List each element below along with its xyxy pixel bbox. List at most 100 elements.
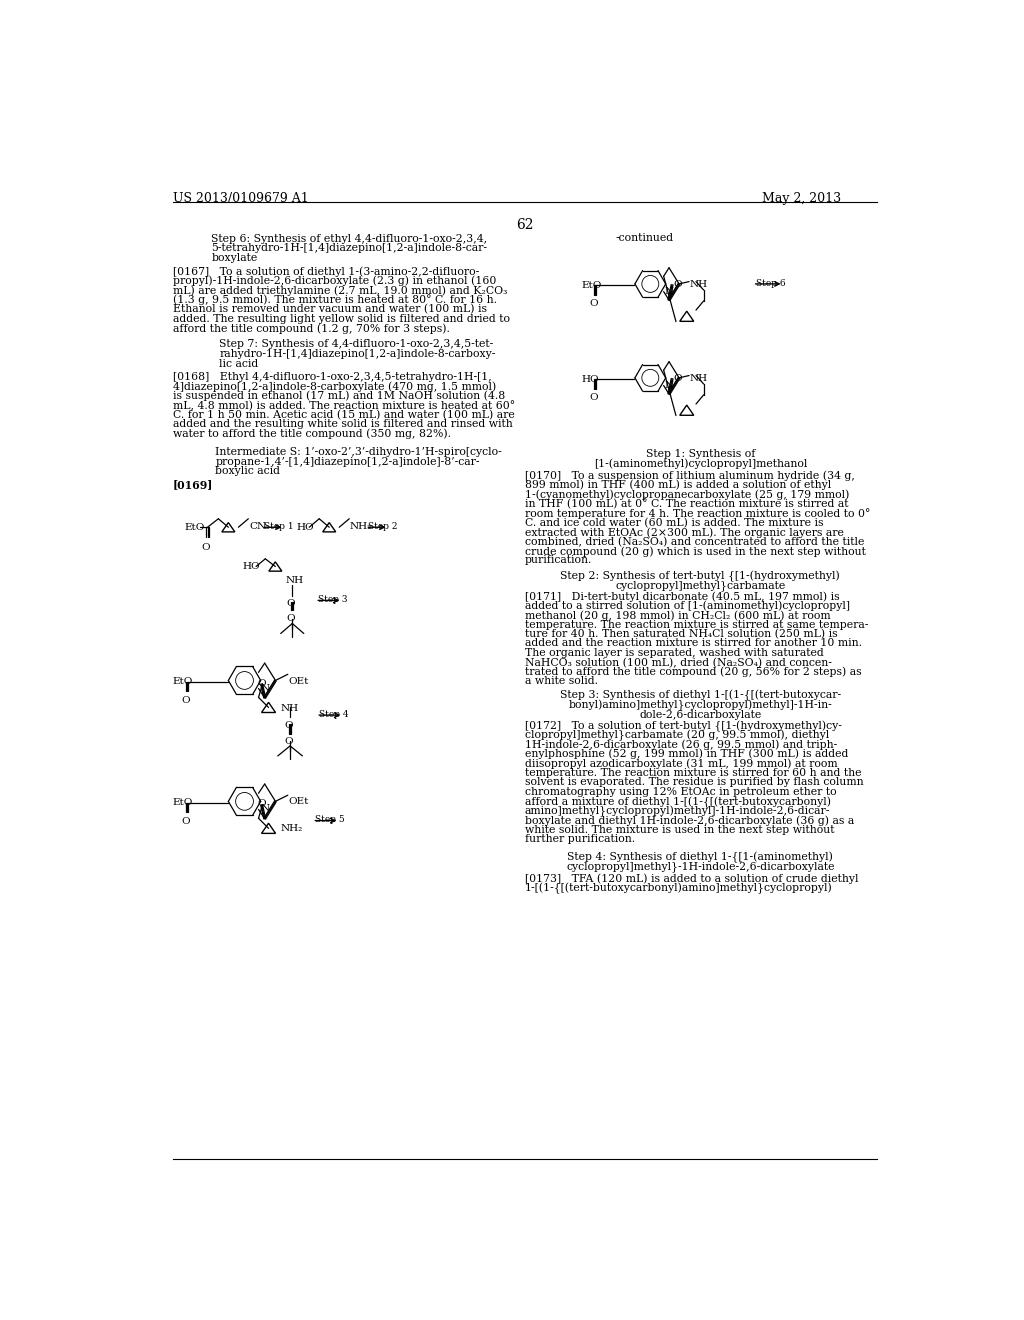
Text: amino]methyl}cyclopropyl)methyl]-1H-indole-2,6-dicar-: amino]methyl}cyclopropyl)methyl]-1H-indo… xyxy=(524,805,830,817)
Text: May 2, 2013: May 2, 2013 xyxy=(762,191,841,205)
Text: [0169]: [0169] xyxy=(173,479,213,490)
Text: propane-1,4’-[1,4]diazepino[1,2-a]indole]-8’-car-: propane-1,4’-[1,4]diazepino[1,2-a]indole… xyxy=(215,457,480,467)
Text: diisopropyl azodicarboxylate (31 mL, 199 mmol) at room: diisopropyl azodicarboxylate (31 mL, 199… xyxy=(524,759,838,770)
Text: N: N xyxy=(665,286,674,296)
Text: O: O xyxy=(286,599,295,607)
Text: 4]diazepino[1,2-a]indole-8-carboxylate (470 mg, 1.5 mmol): 4]diazepino[1,2-a]indole-8-carboxylate (… xyxy=(173,381,497,392)
Text: NaHCO₃ solution (100 mL), dried (Na₂SO₄) and concen-: NaHCO₃ solution (100 mL), dried (Na₂SO₄)… xyxy=(524,657,831,668)
Text: 62: 62 xyxy=(516,218,534,232)
Text: Step 3: Synthesis of diethyl 1-[(1-{[(tert-butoxycar-: Step 3: Synthesis of diethyl 1-[(1-{[(te… xyxy=(560,689,841,701)
Text: O: O xyxy=(181,696,190,705)
Text: Step 6: Step 6 xyxy=(756,279,785,288)
Text: NH: NH xyxy=(281,704,299,713)
Text: EtO: EtO xyxy=(581,281,601,290)
Text: solvent is evaporated. The residue is purified by flash column: solvent is evaporated. The residue is pu… xyxy=(524,777,863,787)
Text: Step 1: Synthesis of: Step 1: Synthesis of xyxy=(646,449,755,458)
Text: O: O xyxy=(286,614,295,623)
Text: boxylate: boxylate xyxy=(211,253,258,263)
Text: Intermediate S: 1’-oxo-2’,3’-dihydro-1’H-spiro[cyclo-: Intermediate S: 1’-oxo-2’,3’-dihydro-1’H… xyxy=(215,447,502,457)
Text: crude compound (20 g) which is used in the next step without: crude compound (20 g) which is used in t… xyxy=(524,546,865,557)
Text: CN: CN xyxy=(249,521,266,531)
Text: mL) are added triethylamine (2.7 mL, 19.0 mmol) and K₂CO₃: mL) are added triethylamine (2.7 mL, 19.… xyxy=(173,285,507,296)
Text: dole-2,6-dicarboxylate: dole-2,6-dicarboxylate xyxy=(639,710,762,719)
Text: mL, 4.8 mmol) is added. The reaction mixture is heated at 60°: mL, 4.8 mmol) is added. The reaction mix… xyxy=(173,400,515,411)
Text: further purification.: further purification. xyxy=(524,834,635,845)
Text: NH: NH xyxy=(286,576,303,585)
Text: afford a mixture of diethyl 1-[(1-{[(tert-butoxycarbonyl): afford a mixture of diethyl 1-[(1-{[(ter… xyxy=(524,796,830,808)
Text: O: O xyxy=(284,721,293,730)
Text: 1H-indole-2,6-dicarboxylate (26 g, 99.5 mmol) and triph-: 1H-indole-2,6-dicarboxylate (26 g, 99.5 … xyxy=(524,739,837,750)
Text: [0172]   To a solution of tert-butyl {[1-(hydroxymethyl)cy-: [0172] To a solution of tert-butyl {[1-(… xyxy=(524,721,842,731)
Text: room temperature for 4 h. The reaction mixture is cooled to 0°: room temperature for 4 h. The reaction m… xyxy=(524,508,870,519)
Text: Step 1: Step 1 xyxy=(264,521,294,531)
Text: Step 2: Step 2 xyxy=(368,521,397,531)
Text: 899 mmol) in THF (400 mL) is added a solution of ethyl: 899 mmol) in THF (400 mL) is added a sol… xyxy=(524,479,831,490)
Text: Step 5: Step 5 xyxy=(314,816,344,824)
Text: NH: NH xyxy=(690,280,708,289)
Text: white solid. The mixture is used in the next step without: white solid. The mixture is used in the … xyxy=(524,825,835,834)
Text: added to a stirred solution of [1-(aminomethyl)cyclopropyl]: added to a stirred solution of [1-(amino… xyxy=(524,601,850,611)
Text: methanol (20 g, 198 mmol) in CH₂Cl₂ (600 mL) at room: methanol (20 g, 198 mmol) in CH₂Cl₂ (600… xyxy=(524,610,830,620)
Text: Ethanol is removed under vacuum and water (100 mL) is: Ethanol is removed under vacuum and wate… xyxy=(173,304,486,314)
Text: O: O xyxy=(284,737,293,746)
Text: [0168]   Ethyl 4,4-difluoro-1-oxo-2,3,4,5-tetrahydro-1H-[1,: [0168] Ethyl 4,4-difluoro-1-oxo-2,3,4,5-… xyxy=(173,372,492,381)
Text: O: O xyxy=(590,300,598,309)
Text: O: O xyxy=(257,678,265,688)
Text: temperature. The reaction mixture is stirred for 60 h and the: temperature. The reaction mixture is sti… xyxy=(524,768,861,777)
Text: HO: HO xyxy=(296,524,313,532)
Text: Step 7: Synthesis of 4,4-difluoro-1-oxo-2,3,4,5-tet-: Step 7: Synthesis of 4,4-difluoro-1-oxo-… xyxy=(219,339,494,350)
Text: The organic layer is separated, washed with saturated: The organic layer is separated, washed w… xyxy=(524,648,823,657)
Text: 1-[(1-{[(tert-butoxycarbonyl)amino]methyl}cyclopropyl): 1-[(1-{[(tert-butoxycarbonyl)amino]methy… xyxy=(524,883,833,894)
Text: [0173]   TFA (120 mL) is added to a solution of crude diethyl: [0173] TFA (120 mL) is added to a soluti… xyxy=(524,873,858,883)
Text: N: N xyxy=(260,684,269,693)
Text: chromatography using 12% EtOAc in petroleum ether to: chromatography using 12% EtOAc in petrol… xyxy=(524,787,837,797)
Text: Step 4: Synthesis of diethyl 1-{[1-(aminomethyl): Step 4: Synthesis of diethyl 1-{[1-(amin… xyxy=(567,851,834,863)
Text: NH: NH xyxy=(690,374,708,383)
Text: [0171]   Di-tert-butyl dicarbonate (40.5 mL, 197 mmol) is: [0171] Di-tert-butyl dicarbonate (40.5 m… xyxy=(524,591,840,602)
Text: O: O xyxy=(257,800,265,808)
Text: clopropyl]methyl}carbamate (20 g, 99.5 mmol), diethyl: clopropyl]methyl}carbamate (20 g, 99.5 m… xyxy=(524,730,829,742)
Text: NH₂: NH₂ xyxy=(350,521,373,531)
Text: Step 2: Synthesis of tert-butyl {[1-(hydroxymethyl): Step 2: Synthesis of tert-butyl {[1-(hyd… xyxy=(560,570,841,582)
Text: Step 6: Synthesis of ethyl 4,4-difluoro-1-oxo-2,3,4,: Step 6: Synthesis of ethyl 4,4-difluoro-… xyxy=(211,234,487,244)
Text: O: O xyxy=(590,393,598,403)
Text: [1-(aminomethyl)cyclopropyl]methanol: [1-(aminomethyl)cyclopropyl]methanol xyxy=(594,459,807,470)
Text: combined, dried (Na₂SO₄) and concentrated to afford the title: combined, dried (Na₂SO₄) and concentrate… xyxy=(524,536,864,546)
Text: C. for 1 h 50 min. Acetic acid (15 mL) and water (100 mL) are: C. for 1 h 50 min. Acetic acid (15 mL) a… xyxy=(173,409,515,420)
Text: O: O xyxy=(674,280,682,289)
Text: O: O xyxy=(674,374,682,383)
Text: added and the reaction mixture is stirred for another 10 min.: added and the reaction mixture is stirre… xyxy=(524,639,862,648)
Text: enylphosphine (52 g, 199 mmol) in THF (300 mL) is added: enylphosphine (52 g, 199 mmol) in THF (3… xyxy=(524,748,848,759)
Text: US 2013/0109679 A1: US 2013/0109679 A1 xyxy=(173,191,308,205)
Text: C. and ice cold water (60 mL) is added. The mixture is: C. and ice cold water (60 mL) is added. … xyxy=(524,517,823,528)
Text: OEt: OEt xyxy=(289,677,309,685)
Text: water to afford the title compound (350 mg, 82%).: water to afford the title compound (350 … xyxy=(173,429,451,440)
Text: cyclopropyl]methyl}carbamate: cyclopropyl]methyl}carbamate xyxy=(615,581,785,591)
Text: boxylate and diethyl 1H-indole-2,6-dicarboxylate (36 g) as a: boxylate and diethyl 1H-indole-2,6-dicar… xyxy=(524,816,854,826)
Text: cyclopropyl]methyl}-1H-indole-2,6-dicarboxylate: cyclopropyl]methyl}-1H-indole-2,6-dicarb… xyxy=(566,862,835,873)
Text: [0170]   To a suspension of lithium aluminum hydride (34 g,: [0170] To a suspension of lithium alumin… xyxy=(524,470,855,480)
Text: purification.: purification. xyxy=(524,556,592,565)
Text: ture for 40 h. Then saturated NH₄Cl solution (250 mL) is: ture for 40 h. Then saturated NH₄Cl solu… xyxy=(524,630,838,639)
Text: 5-tetrahydro-1H-[1,4]diazepino[1,2-a]indole-8-car-: 5-tetrahydro-1H-[1,4]diazepino[1,2-a]ind… xyxy=(211,243,487,253)
Text: in THF (100 mL) at 0° C. The reaction mixture is stirred at: in THF (100 mL) at 0° C. The reaction mi… xyxy=(524,499,848,510)
Text: bonyl)amino]methyl}cyclopropyl)methyl]-1H-in-: bonyl)amino]methyl}cyclopropyl)methyl]-1… xyxy=(568,700,833,711)
Text: extracted with EtOAc (2×300 mL). The organic layers are: extracted with EtOAc (2×300 mL). The org… xyxy=(524,527,844,537)
Text: N: N xyxy=(665,381,674,389)
Text: EtO: EtO xyxy=(184,524,205,532)
Text: is suspended in ethanol (17 mL) and 1M NaOH solution (4.8: is suspended in ethanol (17 mL) and 1M N… xyxy=(173,391,505,401)
Text: afford the title compound (1.2 g, 70% for 3 steps).: afford the title compound (1.2 g, 70% fo… xyxy=(173,323,450,334)
Text: EtO: EtO xyxy=(173,799,194,808)
Text: added and the resulting white solid is filtered and rinsed with: added and the resulting white solid is f… xyxy=(173,418,513,429)
Text: lic acid: lic acid xyxy=(219,359,258,368)
Text: -continued: -continued xyxy=(615,234,674,243)
Text: OEt: OEt xyxy=(289,797,309,807)
Text: O: O xyxy=(202,544,210,552)
Text: Step 3: Step 3 xyxy=(317,595,347,605)
Text: EtO: EtO xyxy=(173,677,194,686)
Text: HO: HO xyxy=(581,375,599,384)
Text: [0167]   To a solution of diethyl 1-(3-amino-2,2-difluoro-: [0167] To a solution of diethyl 1-(3-ami… xyxy=(173,267,479,277)
Text: rahydro-1H-[1,4]diazepino[1,2-a]indole-8-carboxy-: rahydro-1H-[1,4]diazepino[1,2-a]indole-8… xyxy=(219,348,496,359)
Text: N: N xyxy=(260,804,269,813)
Text: propyl)-1H-indole-2,6-dicarboxylate (2.3 g) in ethanol (160: propyl)-1H-indole-2,6-dicarboxylate (2.3… xyxy=(173,276,497,286)
